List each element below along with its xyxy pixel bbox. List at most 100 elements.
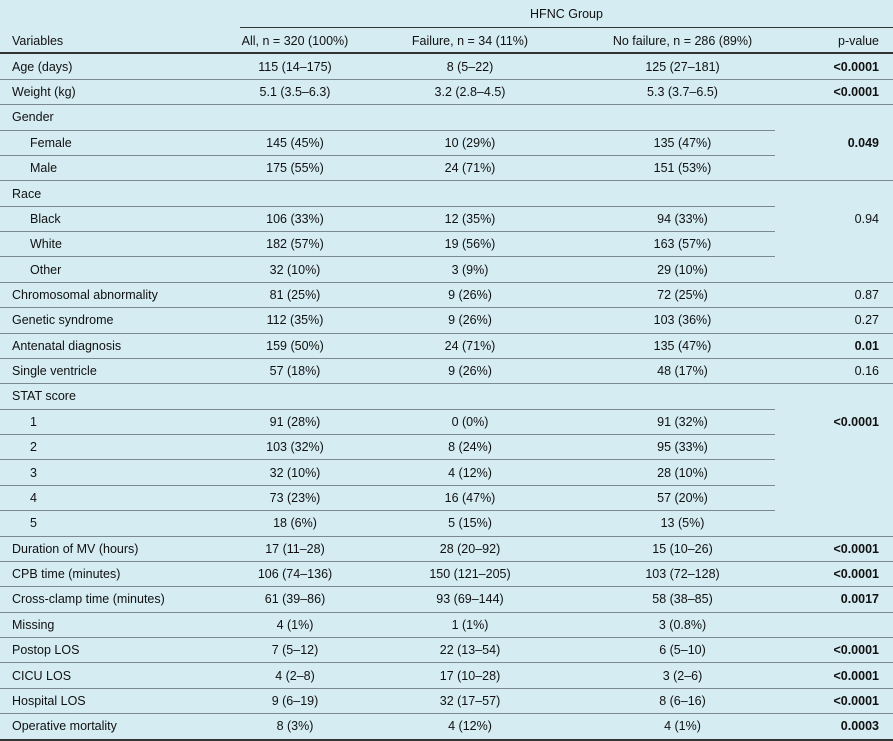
p-value: 0.0017 bbox=[840, 592, 879, 607]
cell-value: 58 (38–85) bbox=[652, 592, 713, 607]
cell-value: 19 (56%) bbox=[444, 237, 496, 252]
row-label: 2 bbox=[30, 440, 37, 455]
row-rule bbox=[0, 180, 893, 182]
p-value: <0.0001 bbox=[833, 668, 879, 683]
row-rule bbox=[0, 637, 893, 639]
cell-value: 103 (32%) bbox=[266, 440, 324, 455]
row-rule bbox=[0, 231, 775, 233]
row-rule bbox=[0, 281, 893, 283]
cell-value: 5.3 (3.7–6.5) bbox=[647, 85, 718, 100]
cell-value: 9 (26%) bbox=[448, 313, 492, 328]
p-value: 0.16 bbox=[854, 364, 879, 379]
cell-value: 103 (72–128) bbox=[645, 567, 720, 582]
cell-value: 13 (5%) bbox=[660, 516, 705, 531]
table-row: 1 91 (28%) 0 (0%) 91 (32%) <0.0001 bbox=[0, 409, 893, 434]
cell-value: 4 (1%) bbox=[276, 617, 314, 632]
row-label: 1 bbox=[30, 414, 37, 429]
cell-value: 32 (17–57) bbox=[439, 693, 501, 708]
cell-value: 159 (50%) bbox=[266, 338, 324, 353]
cell-value: 8 (3%) bbox=[276, 719, 314, 734]
table-row: Postop LOS 7 (5–12) 22 (13–54) 6 (5–10) <0.0… bbox=[0, 638, 893, 663]
cell-value: 81 (25%) bbox=[269, 288, 321, 302]
p-value: 0.01 bbox=[854, 338, 879, 353]
cell-value: 61 (39–86) bbox=[264, 592, 326, 607]
row-rule bbox=[0, 662, 893, 664]
cell-value: 3 (9%) bbox=[451, 262, 489, 277]
table-row: Missing 4 (1%) 1 (1%) 3 (0.8%) bbox=[0, 612, 893, 637]
column-header: Variables bbox=[12, 33, 64, 48]
cell-value: 150 (121–205) bbox=[429, 567, 511, 582]
row-rule bbox=[0, 459, 775, 461]
row-rule bbox=[0, 408, 775, 410]
group-rule bbox=[240, 27, 893, 28]
row-label: Single ventricle bbox=[12, 364, 97, 379]
cell-value: 115 (14–175) bbox=[258, 59, 332, 74]
row-rule bbox=[0, 205, 775, 207]
row-label: Other bbox=[30, 262, 62, 277]
cell-value: 17 (11–28) bbox=[265, 541, 325, 556]
row-rule bbox=[0, 611, 893, 613]
cell-value: 3 (0.8%) bbox=[658, 617, 707, 632]
group-header: HFNC Group bbox=[0, 0, 893, 28]
cell-value: 163 (57%) bbox=[653, 237, 712, 252]
row-rule bbox=[0, 484, 775, 486]
cell-value: 22 (13–54) bbox=[439, 643, 501, 658]
cell-value: 24 (71%) bbox=[444, 161, 496, 176]
cell-value: 106 (74–136) bbox=[257, 567, 333, 582]
cell-value: 0 (0%) bbox=[451, 414, 489, 429]
cell-value: 28 (20–92) bbox=[439, 541, 501, 556]
row-rule bbox=[0, 357, 893, 359]
table-row: Black 106 (33%) 12 (35%) 94 (33%) 0.94 bbox=[0, 206, 893, 231]
cell-value: 32 (10%) bbox=[269, 465, 321, 480]
cell-value: 4 (12%) bbox=[448, 465, 492, 480]
cell-value: 29 (10%) bbox=[657, 262, 708, 277]
p-value: <0.0001 bbox=[833, 567, 879, 582]
row-label: 3 bbox=[30, 465, 37, 480]
cell-value: 8 (24%) bbox=[448, 440, 492, 455]
row-label: Genetic syndrome bbox=[12, 313, 114, 328]
row-label: White bbox=[30, 237, 62, 252]
table-row: Age (days) 115 (14–175) 8 (5–22) 125 (27–18… bbox=[0, 54, 893, 79]
cell-value: 4 (1%) bbox=[664, 719, 701, 734]
cell-value: 48 (17%) bbox=[657, 364, 708, 379]
cell-value: 106 (33%) bbox=[266, 211, 324, 226]
cell-value: 5 (15%) bbox=[448, 516, 492, 531]
cell-value: 7 (5–12) bbox=[271, 643, 319, 658]
table-row: CICU LOS 4 (2–8) 17 (10–28) 3 (2–6) <0.0001 bbox=[0, 663, 893, 688]
row-rule bbox=[0, 307, 893, 309]
cell-value: 57 (18%) bbox=[269, 364, 321, 379]
table-row: White 182 (57%) 19 (56%) 163 (57%) bbox=[0, 232, 893, 257]
bottom-rule bbox=[0, 739, 893, 741]
cell-value: 95 (33%) bbox=[657, 440, 708, 455]
table-row: Chromosomal abnormality 81 (25%) 9 (26%) 72… bbox=[0, 282, 893, 307]
cell-value: 125 (27–181) bbox=[645, 59, 720, 74]
table-row: STAT score bbox=[0, 384, 893, 409]
cell-value: 91 (28%) bbox=[269, 414, 321, 429]
cell-value: 12 (35%) bbox=[444, 211, 496, 226]
p-value: <0.0001 bbox=[833, 541, 879, 556]
table-row: Single ventricle 57 (18%) 9 (26%) 48 (17%) 0… bbox=[0, 358, 893, 383]
row-label: Female bbox=[30, 135, 72, 150]
row-label: Hospital LOS bbox=[12, 693, 86, 708]
cell-value: 8 (5–22) bbox=[446, 59, 494, 74]
p-value: 0.0003 bbox=[840, 719, 879, 734]
row-label: 5 bbox=[30, 516, 37, 531]
group-title: HFNC Group bbox=[530, 7, 603, 21]
row-rule bbox=[0, 535, 893, 537]
table-row: 2 103 (32%) 8 (24%) 95 (33%) bbox=[0, 435, 893, 460]
table-row: Antenatal diagnosis 159 (50%) 24 (71%) 135 … bbox=[0, 333, 893, 358]
row-label: Weight (kg) bbox=[12, 85, 76, 100]
row-label: Age (days) bbox=[12, 59, 73, 74]
table-row: Genetic syndrome 112 (35%) 9 (26%) 103 (36%… bbox=[0, 308, 893, 333]
cell-value: 15 (10–26) bbox=[652, 541, 713, 556]
row-rule bbox=[0, 383, 893, 385]
cell-value: 145 (45%) bbox=[266, 135, 324, 150]
row-label: CPB time (minutes) bbox=[12, 567, 121, 582]
row-label: Operative mortality bbox=[12, 719, 117, 734]
cell-value: 18 (6%) bbox=[273, 516, 317, 531]
cell-value: 17 (10–28) bbox=[439, 668, 501, 683]
table-row: CPB time (minutes) 106 (74–136) 150 (121–2… bbox=[0, 561, 893, 586]
cell-value: 151 (53%) bbox=[653, 161, 712, 176]
row-label: Antenatal diagnosis bbox=[12, 338, 122, 353]
